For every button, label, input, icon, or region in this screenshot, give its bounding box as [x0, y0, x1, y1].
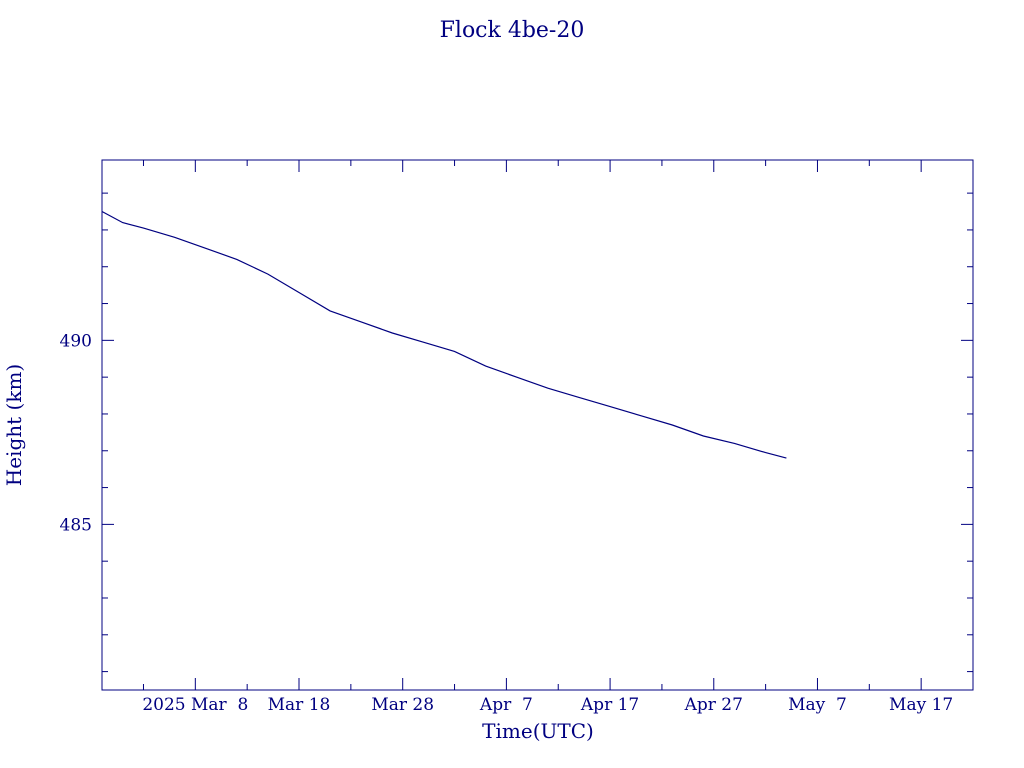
- x-tick-label: Mar 18: [268, 695, 331, 715]
- x-tick-label: Mar 28: [371, 695, 434, 715]
- x-tick-label: Apr 17: [580, 695, 639, 715]
- x-axis-label: Time(UTC): [482, 719, 594, 743]
- y-axis-label: Height (km): [2, 364, 26, 486]
- x-tick-label: Apr 7: [479, 695, 533, 715]
- x-tick-label: Apr 27: [684, 695, 743, 715]
- y-tick-label: 485: [60, 515, 92, 535]
- x-tick-marks: [142, 160, 974, 690]
- y-tick-label: 490: [60, 331, 92, 351]
- plot-frame: [101, 159, 974, 691]
- x-tick-label: May 17: [889, 695, 953, 715]
- x-tick-label: 2025 Mar 8: [142, 695, 248, 715]
- chart-title: Flock 4be-20: [440, 18, 585, 43]
- height-series-line: [101, 210, 787, 459]
- x-tick-label: May 7: [788, 695, 847, 715]
- tick-labels: 2025 Mar 8 Mar 18 Mar 28 Apr 7 Apr 17 Apr 27 M…: [60, 331, 954, 715]
- y-tick-marks: [102, 192, 973, 673]
